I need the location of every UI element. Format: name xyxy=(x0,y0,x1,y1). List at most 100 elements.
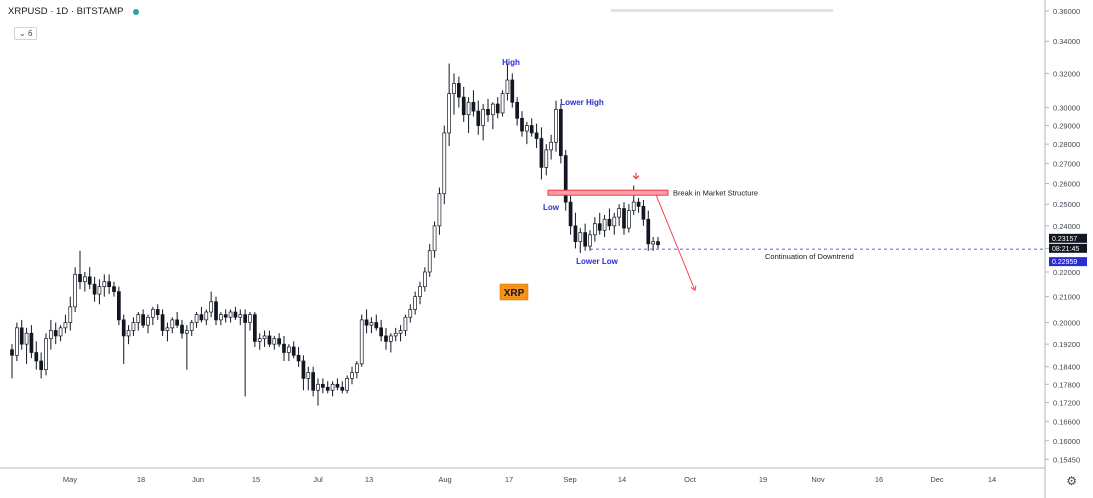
candle-body xyxy=(505,79,510,94)
candle-body xyxy=(563,155,568,203)
candle xyxy=(39,352,43,379)
candle xyxy=(442,125,447,205)
candle xyxy=(374,314,379,331)
candle-body xyxy=(248,314,252,323)
candle-body xyxy=(73,274,77,308)
candle-body xyxy=(457,83,461,98)
candle xyxy=(447,63,451,147)
time-tick-label: 19 xyxy=(759,475,767,484)
price-tick-label: 0.28000 xyxy=(1053,140,1080,149)
candle xyxy=(325,381,330,394)
candle-body xyxy=(29,332,34,353)
candle xyxy=(500,90,505,117)
market-status-dot xyxy=(133,8,140,15)
candle xyxy=(321,378,325,394)
candle-body xyxy=(223,314,228,318)
candle-body xyxy=(461,96,466,116)
candle-body xyxy=(345,378,349,391)
candle-body xyxy=(578,232,583,242)
indicators-toggle-button[interactable]: ⌄ 6 xyxy=(14,27,38,40)
current-price-tag xyxy=(1049,233,1087,243)
candle xyxy=(185,325,189,370)
candle xyxy=(452,73,456,115)
candle xyxy=(10,344,14,379)
candle xyxy=(588,230,592,251)
candle-body xyxy=(452,83,456,94)
candle xyxy=(350,366,354,385)
candle-body xyxy=(253,314,257,342)
candle xyxy=(646,210,651,251)
candle xyxy=(651,237,655,251)
price-tick-label: 0.27000 xyxy=(1053,159,1080,168)
candle xyxy=(427,243,432,277)
time-tick-label: Nov xyxy=(811,475,825,484)
candle xyxy=(102,274,107,297)
candle-body xyxy=(355,363,359,373)
symbol-legend: XRPUSD · 1D · BITSTAMP xyxy=(8,6,140,17)
candle-body xyxy=(491,103,495,116)
candle-body xyxy=(325,386,330,391)
candle xyxy=(491,102,495,130)
price-tick-label: 0.34000 xyxy=(1053,37,1080,46)
candle xyxy=(437,187,442,235)
candle-body xyxy=(63,322,68,329)
candle-body xyxy=(68,306,73,323)
candle xyxy=(199,306,204,323)
candle-body xyxy=(117,291,121,321)
candle xyxy=(573,212,578,249)
gear-icon[interactable]: ⚙ xyxy=(1066,474,1077,488)
candle xyxy=(233,306,238,320)
candle-body xyxy=(243,314,247,323)
candle-body xyxy=(335,383,340,388)
candle-body xyxy=(49,330,53,340)
candle-body xyxy=(228,311,233,318)
candle xyxy=(583,223,587,251)
candle xyxy=(180,319,184,339)
candle xyxy=(340,381,345,394)
candle xyxy=(457,76,461,108)
candle-body xyxy=(257,338,262,342)
candle-body xyxy=(418,286,422,298)
candle xyxy=(466,97,471,133)
price-tick-label: 0.32000 xyxy=(1053,69,1080,78)
candle-body xyxy=(146,316,150,326)
candle-body xyxy=(471,101,476,112)
label-low: Low xyxy=(543,203,560,212)
candle xyxy=(597,212,602,235)
price-tick-label: 0.24000 xyxy=(1053,222,1080,231)
candle-body xyxy=(583,232,587,247)
candle-body xyxy=(593,223,597,236)
candle-body xyxy=(306,372,311,379)
label-lower-high: Lower High xyxy=(560,98,604,107)
candle xyxy=(617,204,621,226)
candle xyxy=(44,333,48,376)
candle xyxy=(481,104,485,141)
candle xyxy=(418,281,422,305)
candle xyxy=(151,306,155,326)
candle-body xyxy=(476,110,481,126)
candle-body xyxy=(466,101,471,116)
candle xyxy=(204,309,209,326)
candle xyxy=(544,144,549,176)
candle-body xyxy=(651,241,655,245)
candle xyxy=(301,355,306,391)
candle xyxy=(355,360,359,379)
top-drawing-toolbar-handle[interactable] xyxy=(611,9,833,12)
candle-body xyxy=(525,125,529,132)
candle xyxy=(83,271,87,292)
break-label: Break in Market Structure xyxy=(673,189,758,198)
candle xyxy=(306,366,311,391)
candle-body xyxy=(214,301,218,321)
candle xyxy=(267,330,272,347)
price-tick-label: 0.21000 xyxy=(1053,293,1080,302)
continuation-label: Continuation of Downtrend xyxy=(765,252,854,261)
label-lower-low: Lower Low xyxy=(576,257,619,266)
candle xyxy=(578,228,583,254)
candle xyxy=(262,330,267,347)
candle-body xyxy=(389,335,393,342)
candle-body xyxy=(24,332,29,345)
candle xyxy=(219,312,223,326)
price-tick-label: 0.16600 xyxy=(1053,417,1080,426)
candle xyxy=(330,381,335,397)
